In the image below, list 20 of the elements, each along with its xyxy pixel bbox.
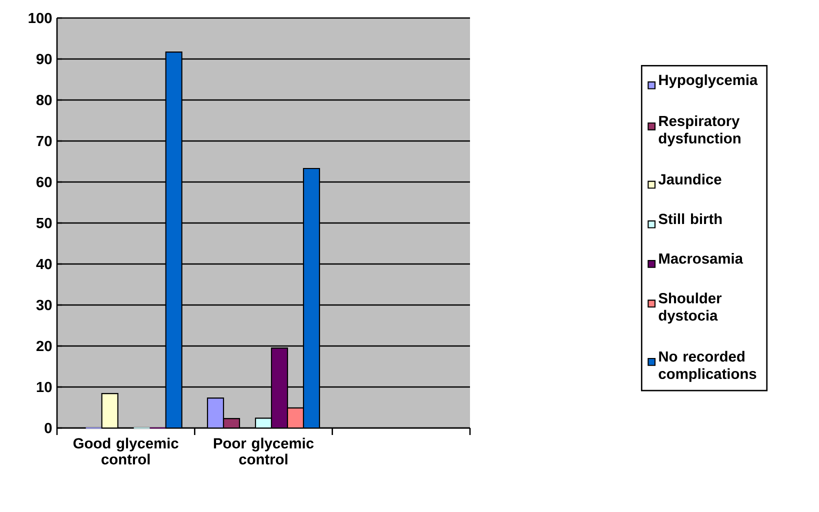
- y-tick-label: 20: [36, 340, 52, 352]
- legend-label: Shoulder dystocia: [658, 292, 722, 324]
- y-tick-label: 0: [44, 422, 52, 434]
- y-tick-label: 40: [36, 258, 52, 270]
- legend-label: No recorded complications: [658, 350, 756, 382]
- y-tick-label: 80: [36, 94, 52, 106]
- x-tick-label: Poor glycemic control: [214, 438, 314, 464]
- x-tick-label: Good glycemic control: [73, 438, 178, 464]
- y-tick-label: 90: [36, 54, 52, 64]
- y-tick-label: 100: [28, 12, 52, 24]
- y-tick-label: 50: [36, 218, 52, 228]
- legend-label: Still birth: [658, 213, 722, 224]
- y-tick-label: 30: [36, 300, 52, 310]
- y-tick-label: 60: [36, 176, 52, 188]
- y-tick-label: 10: [36, 382, 52, 392]
- legend-label: Macrosamia: [659, 252, 744, 264]
- legend-label: Hypoglycemia: [659, 74, 758, 88]
- legend-label: Respiratory dysfunction: [658, 115, 740, 146]
- legend-label: Jaundice: [658, 174, 722, 184]
- y-tick-label: 70: [36, 136, 52, 146]
